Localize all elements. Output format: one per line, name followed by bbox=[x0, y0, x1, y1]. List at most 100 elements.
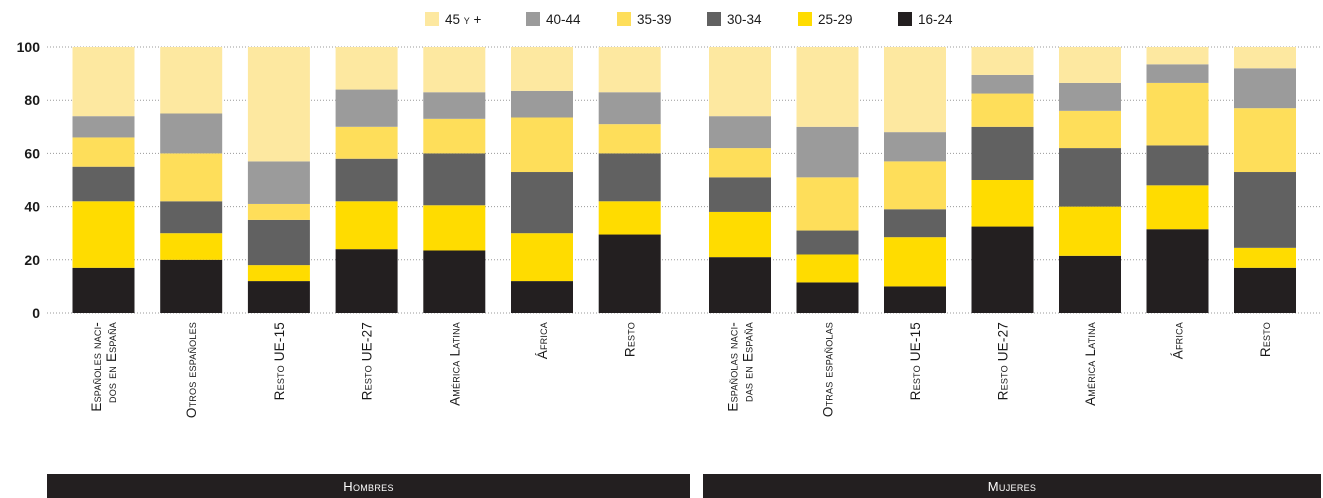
category-label-line: América Latina bbox=[447, 322, 462, 406]
bar-segment bbox=[971, 180, 1034, 227]
bar-segment bbox=[1146, 185, 1209, 230]
legend-swatch bbox=[617, 12, 631, 26]
category-label-line: América Latina bbox=[1083, 322, 1098, 406]
category-label-line: Españolas naci- bbox=[726, 322, 741, 412]
group-label-mujeres: Mujeres bbox=[987, 478, 1037, 494]
category-label-line: Resto bbox=[623, 322, 638, 357]
bar-segment bbox=[72, 267, 135, 313]
bar-segment bbox=[796, 230, 859, 255]
y-tick-label: 60 bbox=[24, 145, 40, 161]
bar-segment bbox=[423, 47, 486, 93]
bar-segment bbox=[796, 254, 859, 283]
bar-segment bbox=[598, 47, 661, 93]
bar-segment bbox=[72, 137, 135, 167]
bar-segment bbox=[884, 286, 946, 313]
bar-segment bbox=[1059, 255, 1121, 313]
bar-segment bbox=[511, 117, 573, 173]
bar-segment bbox=[1146, 229, 1209, 313]
bar-segment bbox=[598, 201, 661, 235]
category-label: Resto UE-27 bbox=[360, 322, 375, 400]
bar-segment bbox=[247, 265, 310, 282]
bar-segment bbox=[1059, 82, 1121, 111]
bar-segment bbox=[796, 126, 859, 178]
bar-segment bbox=[160, 153, 223, 202]
category-label-line: Resto UE-27 bbox=[360, 322, 375, 400]
bar-segment bbox=[796, 282, 859, 313]
bar-segment bbox=[160, 259, 223, 313]
legend-swatch bbox=[898, 12, 912, 26]
bar-segment bbox=[247, 219, 310, 266]
category-label-line: Resto bbox=[1258, 322, 1273, 357]
bar-segment bbox=[598, 124, 661, 154]
bar-segment bbox=[335, 126, 398, 159]
stacked-bar-chart: 45 y + 40-44 35-39 30-34 25-29 16-24 0 20 40 60 80… bbox=[17, 12, 1321, 418]
category-label: Resto UE-27 bbox=[996, 322, 1011, 400]
bar-segment bbox=[511, 172, 573, 234]
group-band-mujeres: Mujeres bbox=[703, 474, 1321, 498]
legend-label: 45 y + bbox=[445, 12, 482, 27]
bar-segment bbox=[247, 203, 310, 220]
bar-segment bbox=[971, 47, 1034, 75]
category-label: Otras españolas bbox=[821, 322, 836, 417]
bar-segment bbox=[160, 201, 223, 234]
bar-segment bbox=[1059, 110, 1121, 149]
bar-segment bbox=[971, 226, 1034, 313]
bar-segment bbox=[1146, 47, 1209, 65]
bar-segment bbox=[1234, 247, 1296, 268]
category-label: Resto bbox=[1258, 322, 1273, 357]
bar-segment bbox=[1059, 47, 1121, 83]
category-label: Otros españoles bbox=[184, 322, 199, 418]
bar-segment bbox=[1059, 148, 1121, 207]
bar-segment bbox=[160, 233, 223, 260]
bar-segment bbox=[1234, 47, 1296, 69]
bar-segment bbox=[72, 201, 135, 268]
bar-segment bbox=[511, 47, 573, 91]
bar-segment bbox=[1146, 64, 1209, 83]
bar-segment bbox=[1234, 108, 1296, 173]
bar-segment bbox=[335, 47, 398, 90]
bar-segment bbox=[423, 118, 486, 154]
bar-segment bbox=[423, 250, 486, 313]
bar-segment bbox=[598, 153, 661, 202]
bar-segment bbox=[335, 201, 398, 250]
category-label: América Latina bbox=[447, 322, 462, 406]
category-label: Resto UE-15 bbox=[272, 322, 287, 400]
bar-segment bbox=[335, 89, 398, 127]
bar-segment bbox=[72, 166, 135, 202]
category-label: Españolas naci-das en España bbox=[726, 322, 756, 412]
bar-segment bbox=[160, 113, 223, 154]
category-label-line: Resto UE-15 bbox=[908, 322, 923, 400]
bar-segment bbox=[511, 233, 573, 282]
bar-segment bbox=[884, 237, 946, 287]
category-label: Españoles naci-dos en España bbox=[89, 322, 119, 412]
bar-segment bbox=[884, 209, 946, 238]
bar-segment bbox=[796, 177, 859, 231]
bar-segment bbox=[796, 47, 859, 127]
category-label-line: das en España bbox=[741, 322, 756, 402]
bar-segment bbox=[709, 177, 771, 212]
bar-segment bbox=[971, 126, 1034, 180]
category-label: Resto bbox=[623, 322, 638, 357]
bar-segment bbox=[511, 90, 573, 118]
category-label: Resto UE-15 bbox=[908, 322, 923, 400]
bar-segment bbox=[247, 47, 310, 162]
bar-segment bbox=[423, 92, 486, 119]
category-label: América Latina bbox=[1083, 322, 1098, 406]
y-tick-label: 100 bbox=[17, 39, 41, 55]
bar-segment bbox=[1234, 68, 1296, 109]
bar-segment bbox=[1234, 267, 1296, 313]
legend-label: 16-24 bbox=[918, 12, 953, 27]
bar-segment bbox=[971, 74, 1034, 94]
bar-segment bbox=[247, 161, 310, 204]
y-tick-label: 80 bbox=[24, 92, 40, 108]
category-label-line: Resto UE-15 bbox=[272, 322, 287, 400]
category-label-line: Otros españoles bbox=[184, 322, 199, 418]
category-label-line: Otras españolas bbox=[821, 322, 836, 417]
bar-segment bbox=[598, 92, 661, 125]
bar-segment bbox=[709, 116, 771, 149]
bar-segment bbox=[709, 257, 771, 313]
y-tick-label: 40 bbox=[24, 199, 40, 215]
legend-swatch bbox=[798, 12, 812, 26]
category-label-line: Resto UE-27 bbox=[996, 322, 1011, 400]
legend-label: 35-39 bbox=[637, 12, 672, 27]
